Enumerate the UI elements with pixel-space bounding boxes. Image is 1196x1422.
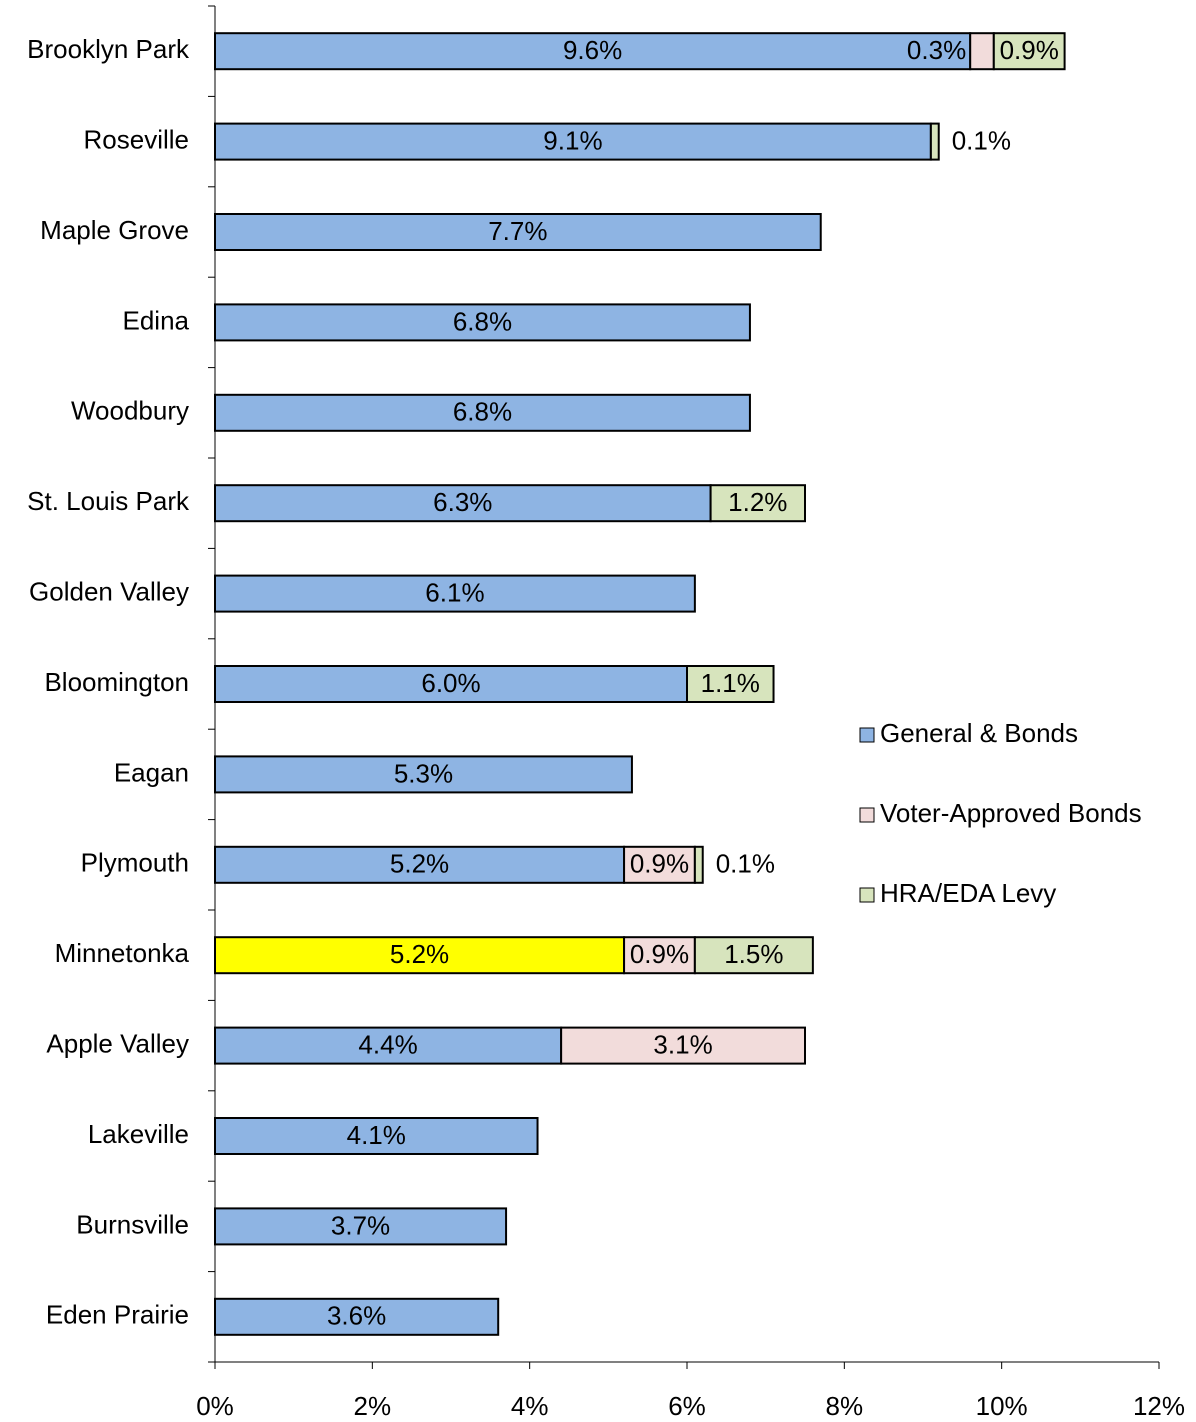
category-label: Edina [123,305,190,335]
x-tick-label: 12% [1133,1391,1185,1421]
bar-segment [214,936,626,975]
x-tick-label: 2% [354,1391,392,1421]
category-label: Lakeville [88,1119,189,1149]
category-label: Minnetonka [55,938,190,968]
value-label: 9.1% [543,125,602,155]
bar-segment [214,1117,539,1155]
bar-segment [214,213,822,251]
value-label: 0.1% [716,849,775,879]
value-label: 1.5% [724,939,783,969]
x-tick-label: 0% [196,1391,234,1421]
bar-segment [969,32,995,71]
legend-label: HRA/EDA Levy [880,878,1056,908]
category-label: Maple Grove [40,215,189,245]
bar-segment [992,32,1066,71]
legend-label: General & Bonds [880,718,1078,748]
bar-segment [214,484,712,523]
bar-segment [214,845,626,884]
value-label: 3.6% [327,1301,386,1331]
category-label: Burnsville [76,1209,189,1239]
value-label: 6.3% [433,487,492,517]
category-label: Golden Valley [29,576,189,606]
category-label: St. Louis Park [27,486,190,516]
bar-segment [929,122,940,161]
value-label: 9.6% [563,35,622,65]
category-label: Eagan [114,757,189,787]
bar-segment [214,32,972,71]
bar-segment [214,1297,500,1336]
x-tick-label: 10% [976,1391,1028,1421]
value-label: 5.2% [390,939,449,969]
value-label: 0.3% [907,35,966,65]
value-label: 6.8% [453,306,512,336]
value-label: 0.9% [630,849,689,879]
category-label: Plymouth [81,848,189,878]
value-label: 3.7% [331,1210,390,1240]
category-label: Brooklyn Park [27,34,190,64]
bar-segment [686,665,775,703]
legend-swatch [859,727,875,743]
bar-segment [693,845,704,884]
value-label: 5.2% [390,849,449,879]
bar-segment [214,1207,508,1246]
bar-segment [214,574,696,613]
bar-segment [693,936,814,975]
value-label: 6.8% [453,397,512,427]
category-label: Woodbury [71,396,189,426]
value-label: 0.1% [952,125,1011,155]
value-label: 6.1% [425,577,484,607]
bar-segment [214,665,688,703]
value-label: 1.1% [701,668,760,698]
bar-segment [560,1026,807,1065]
value-label: 7.7% [488,216,547,246]
value-label: 0.9% [630,939,689,969]
value-label: 4.1% [347,1120,406,1150]
bar-segment [214,122,932,161]
legend-swatch [859,887,875,903]
category-label: Roseville [84,124,190,154]
x-tick-label: 4% [511,1391,549,1421]
bar-segment [709,484,806,523]
bar-segment [214,755,633,794]
value-label: 1.2% [728,487,787,517]
value-label: 4.4% [358,1029,417,1059]
bar-segment [214,1026,563,1065]
x-tick-label: 6% [668,1391,706,1421]
value-label: 5.3% [394,758,453,788]
x-tick-label: 8% [826,1391,864,1421]
legend-swatch [859,807,875,823]
bar-segment [623,845,696,884]
category-label: Eden Prairie [46,1300,189,1330]
legend-label: Voter-Approved Bonds [880,798,1142,828]
value-label: 3.1% [653,1029,712,1059]
value-label: 6.0% [421,668,480,698]
category-label: Apple Valley [46,1028,189,1058]
bar-segment [214,303,751,342]
value-label: 0.9% [1000,35,1059,65]
category-label: Bloomington [44,667,189,697]
bar-segment [214,393,751,432]
